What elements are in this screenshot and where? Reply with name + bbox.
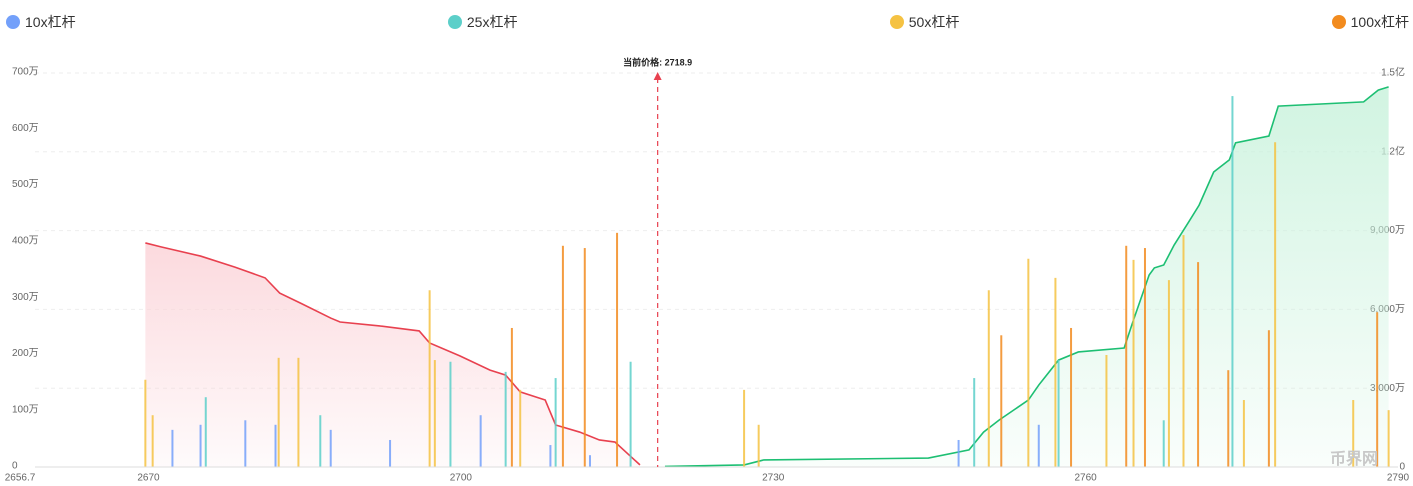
bar: [204, 397, 207, 467]
bar: [1105, 354, 1108, 467]
bar: [1231, 96, 1234, 467]
bar: [1125, 245, 1128, 467]
y2-tick-label: 1.5亿: [1381, 66, 1405, 79]
legend-label: 25x杠杆: [466, 14, 518, 30]
line: [145, 242, 641, 466]
bar: [973, 378, 976, 467]
x-tick-label: 2700: [450, 473, 473, 484]
y-tick-label: 600万: [12, 123, 39, 134]
bar: [1000, 335, 1003, 467]
y-tick-label: 0: [12, 461, 18, 472]
bar: [1352, 400, 1355, 467]
bar: [433, 360, 436, 467]
bar: [199, 424, 202, 467]
y-tick-label: 400万: [12, 235, 39, 246]
legend-dot: [889, 15, 904, 29]
bar: [1267, 330, 1270, 467]
bar: [1162, 420, 1165, 467]
bar: [510, 327, 513, 467]
bar: [987, 290, 990, 467]
bar: [244, 420, 247, 467]
legend-label: 100x杠杆: [1350, 14, 1409, 30]
legend-item[interactable]: 10x杠杆: [6, 12, 76, 32]
bar: [561, 245, 564, 467]
x-tick-label: 2670: [137, 473, 160, 484]
bar: [1070, 327, 1073, 467]
legend: 10x杠杆 25x杠杆 50x杠杆 100x杠杆: [6, 12, 1409, 32]
bar: [757, 424, 760, 467]
bar: [1242, 400, 1245, 467]
y-tick-label: 300万: [12, 292, 39, 303]
legend-item[interactable]: 100x杠杆: [1331, 12, 1409, 32]
bar: [151, 415, 154, 467]
watermark: 币界网: [1330, 450, 1378, 468]
legend-label: 50x杠杆: [908, 14, 960, 30]
bar: [1132, 259, 1135, 467]
bar: [297, 357, 300, 467]
bar: [1376, 312, 1379, 467]
bar: [616, 232, 619, 467]
bar: [274, 424, 277, 467]
bar: [504, 371, 507, 467]
bar: [1057, 360, 1060, 467]
bar: [1054, 277, 1057, 467]
bar: [329, 429, 332, 467]
bar: [428, 290, 431, 467]
legend-item[interactable]: 25x杠杆: [447, 12, 518, 32]
bar: [479, 415, 482, 467]
legend-item[interactable]: 50x杠杆: [889, 12, 960, 32]
bar: [1143, 248, 1146, 467]
bar: [554, 378, 557, 467]
bar: [1197, 262, 1200, 467]
y-tick-label: 100万: [12, 404, 39, 415]
bar: [144, 379, 147, 467]
y-tick-label: 200万: [12, 348, 39, 359]
bar: [519, 389, 522, 467]
legend-dot: [1331, 15, 1346, 29]
legend-dot: [6, 15, 20, 29]
legend-label: 10x杠杆: [25, 14, 76, 30]
bar: [1227, 370, 1230, 467]
bar: [171, 429, 174, 467]
bar: [1027, 258, 1030, 467]
bar: [1037, 424, 1040, 467]
area: [664, 86, 1389, 468]
y-tick-label: 700万: [12, 67, 39, 78]
y-tick-label: 500万: [12, 179, 39, 190]
x-tick-label: 2730: [762, 473, 785, 484]
x-tick-label: 2760: [1074, 473, 1097, 484]
current-price-arrow: [653, 72, 662, 80]
x-tick-label: 2656.7: [5, 473, 36, 484]
bar: [957, 439, 960, 467]
bar: [277, 357, 280, 467]
bar: [389, 439, 392, 467]
x-tick-label: 2790: [1387, 473, 1410, 484]
bar: [1387, 410, 1390, 467]
bar: [319, 415, 322, 467]
area: [145, 242, 640, 467]
bar: [588, 455, 591, 467]
current-price-label: 当前价格: 2718.9: [623, 56, 692, 67]
bar: [1274, 142, 1277, 467]
bar: [549, 445, 552, 467]
bar: [1167, 280, 1170, 467]
legend-dot: [447, 15, 462, 29]
bar: [449, 361, 452, 467]
bar: [743, 389, 746, 467]
bar: [583, 248, 586, 467]
y2-tick-label: 0: [1399, 462, 1405, 473]
bar: [1182, 235, 1185, 467]
bar: [629, 361, 632, 467]
